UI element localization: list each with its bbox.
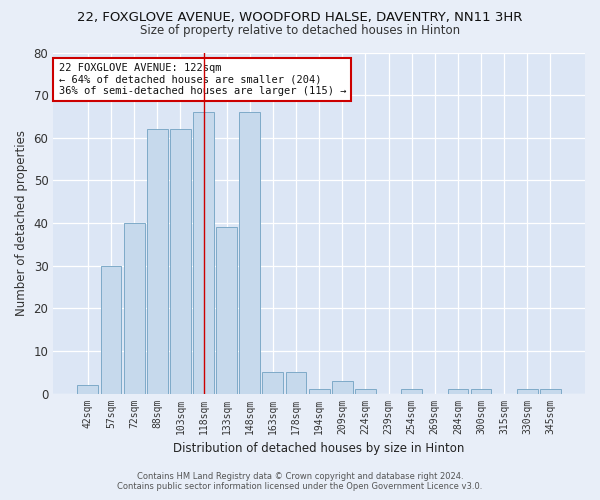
Bar (170, 129, 191, 394)
Bar (77, 385, 98, 394)
Bar (448, 390, 469, 394)
Text: 22 FOXGLOVE AVENUE: 122sqm
← 64% of detached houses are smaller (204)
36% of sem: 22 FOXGLOVE AVENUE: 122sqm ← 64% of deta… (59, 62, 346, 96)
Text: 22, FOXGLOVE AVENUE, WOODFORD HALSE, DAVENTRY, NN11 3HR: 22, FOXGLOVE AVENUE, WOODFORD HALSE, DAV… (77, 12, 523, 24)
Y-axis label: Number of detached properties: Number of detached properties (15, 130, 28, 316)
Bar (124, 223, 145, 394)
Bar (540, 390, 561, 394)
X-axis label: Distribution of detached houses by size in Hinton: Distribution of detached houses by size … (173, 442, 465, 455)
Text: Size of property relative to detached houses in Hinton: Size of property relative to detached ho… (140, 24, 460, 37)
Bar (332, 381, 353, 394)
Bar (101, 266, 121, 394)
Bar (262, 372, 283, 394)
Bar (147, 129, 167, 394)
Bar (309, 390, 329, 394)
Bar (239, 112, 260, 394)
Text: Contains HM Land Registry data © Crown copyright and database right 2024.
Contai: Contains HM Land Registry data © Crown c… (118, 472, 482, 491)
Bar (401, 390, 422, 394)
Bar (286, 372, 307, 394)
Bar (355, 390, 376, 394)
Bar (193, 112, 214, 394)
Bar (216, 228, 237, 394)
Bar (517, 390, 538, 394)
Bar (470, 390, 491, 394)
